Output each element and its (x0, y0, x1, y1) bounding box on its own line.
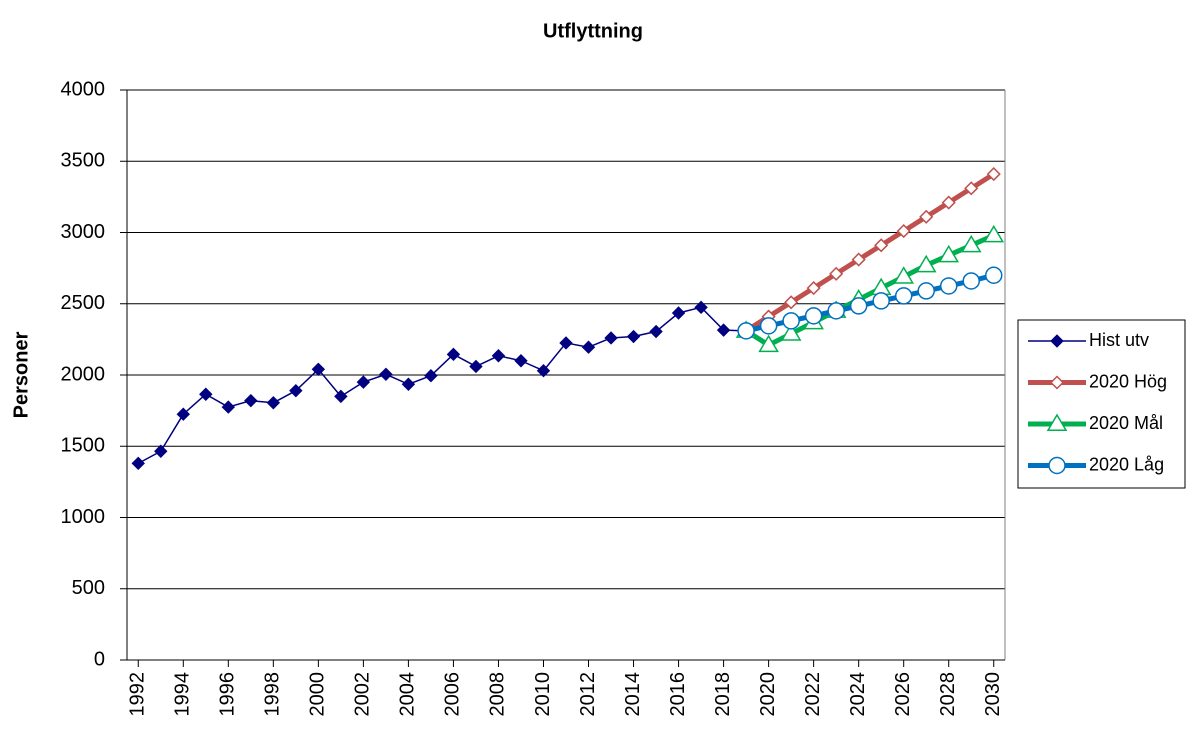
chart-title: Utflyttning (543, 20, 643, 42)
data-point (716, 323, 731, 337)
data-point (893, 266, 915, 284)
data-point (199, 387, 213, 401)
x-tick-label: 2022 (802, 672, 824, 717)
data-point (626, 329, 641, 344)
data-point (379, 367, 393, 381)
y-tick-label: 4000 (61, 78, 106, 100)
data-point (356, 375, 371, 389)
data-point (986, 167, 1001, 182)
data-point (266, 396, 281, 410)
x-tick-label: 2026 (892, 672, 914, 717)
x-tick-label: 2000 (307, 672, 329, 717)
data-point (782, 312, 800, 330)
data-point (737, 322, 755, 340)
x-tick-label: 1992 (127, 672, 149, 717)
data-point (917, 282, 935, 300)
data-point (536, 364, 551, 378)
data-point (960, 234, 982, 253)
series-line (137, 306, 747, 465)
data-point (649, 324, 663, 339)
data-point (919, 209, 934, 224)
data-point (759, 317, 778, 335)
legend-label: 2020 Hög (1089, 371, 1167, 391)
data-point (131, 456, 145, 471)
data-point (559, 336, 573, 350)
data-point (896, 224, 911, 239)
data-point (491, 349, 506, 363)
legend-marker (1048, 456, 1066, 475)
data-point (424, 369, 438, 383)
y-tick-label: 3500 (61, 150, 106, 172)
y-tick-label: 500 (72, 577, 105, 599)
data-point (758, 334, 779, 353)
data-point (446, 347, 461, 362)
data-point (469, 359, 483, 374)
x-tick-label: 2028 (937, 672, 959, 717)
x-tick-label: 1994 (172, 672, 194, 717)
x-tick-label: 2020 (757, 672, 779, 717)
x-tick-label: 2016 (667, 672, 689, 717)
data-point (827, 302, 845, 320)
x-tick-label: 1998 (262, 672, 284, 717)
data-point (334, 389, 348, 404)
data-point (872, 292, 890, 310)
legend-marker (1049, 375, 1065, 390)
data-point (694, 300, 708, 315)
y-tick-label: 2000 (61, 363, 106, 385)
legend-marker (1046, 413, 1068, 432)
x-tick-label: 2012 (577, 672, 599, 717)
data-point (894, 287, 913, 305)
legend-label: 2020 Låg (1089, 454, 1164, 474)
data-point (806, 281, 821, 296)
data-point (983, 224, 1005, 243)
y-tick-label: 1000 (61, 506, 106, 528)
x-tick-label: 2018 (712, 672, 734, 717)
data-point (962, 272, 980, 290)
x-tick-label: 2008 (487, 672, 509, 717)
legend-label: Hist utv (1089, 330, 1149, 350)
data-point (849, 297, 868, 315)
data-point (804, 307, 823, 325)
data-point (915, 254, 937, 273)
data-point (784, 295, 799, 310)
y-tick-label: 3000 (61, 221, 106, 243)
data-point (671, 306, 686, 320)
data-point (780, 323, 802, 341)
x-tick-label: 2006 (442, 672, 464, 717)
data-point (154, 444, 168, 458)
data-point (401, 377, 416, 391)
y-tick-label: 1500 (61, 435, 106, 457)
data-point (938, 244, 960, 263)
data-point (289, 383, 303, 398)
data-point (176, 407, 190, 421)
data-point (829, 266, 844, 281)
data-point (851, 252, 866, 267)
y-tick-label: 0 (94, 648, 105, 670)
data-point (874, 238, 889, 253)
x-tick-label: 2024 (847, 672, 869, 717)
x-tick-label: 2010 (532, 672, 554, 717)
data-point (311, 362, 326, 377)
data-point (604, 331, 618, 345)
data-point (984, 266, 1003, 284)
data-point (514, 354, 528, 368)
x-tick-label: 1996 (217, 672, 239, 717)
data-point (221, 400, 236, 414)
y-tick-label: 2500 (61, 292, 106, 314)
legend-marker (1050, 334, 1064, 348)
y-axis-label: Personer (10, 331, 32, 418)
data-point (941, 195, 956, 210)
legend-label: 2020 Mål (1089, 413, 1163, 433)
data-point (244, 393, 258, 408)
data-point (939, 277, 958, 295)
x-tick-label: 2004 (397, 672, 419, 717)
x-tick-label: 2014 (622, 672, 644, 717)
data-point (581, 340, 596, 354)
x-tick-label: 2002 (352, 672, 374, 717)
legend-box (1017, 319, 1186, 489)
x-tick-label: 2030 (982, 672, 1004, 717)
data-point (964, 181, 979, 196)
